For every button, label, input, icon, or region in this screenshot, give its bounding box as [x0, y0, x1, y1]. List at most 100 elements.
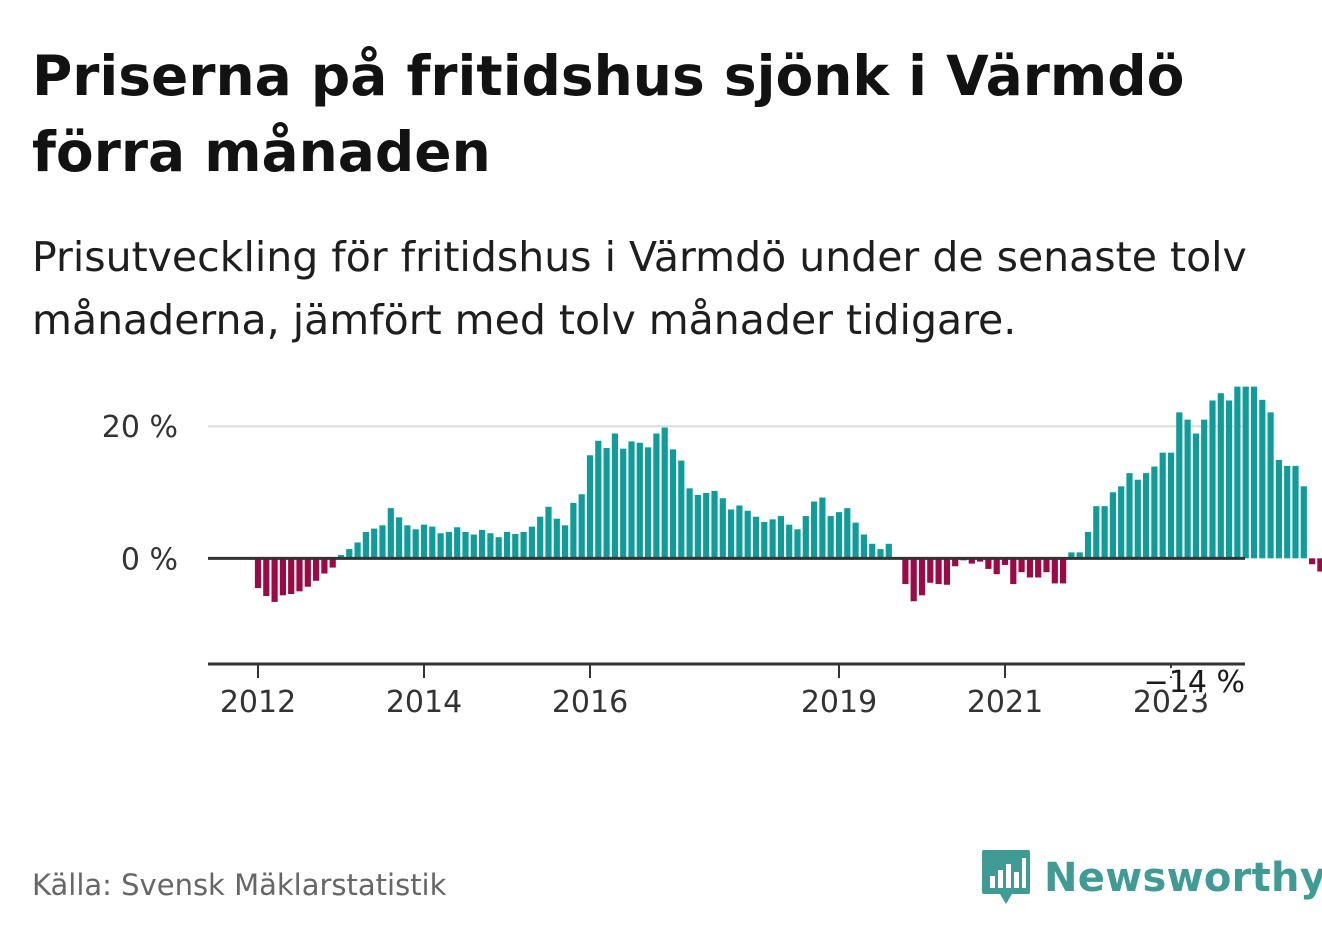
bar [404, 525, 411, 559]
bars [254, 386, 1322, 602]
bar [985, 558, 992, 569]
bar [811, 501, 818, 559]
bar [852, 522, 859, 559]
bar [263, 558, 270, 596]
bar [1068, 552, 1075, 559]
bar [296, 558, 303, 592]
y-tick-label: 0 % [121, 542, 178, 577]
bar-chart: 0 % 20 % 2012 2014 2016 2019 2021 2023−14 % [102, 386, 1322, 720]
bar [1292, 465, 1299, 559]
bar [935, 558, 942, 585]
bar [1242, 386, 1249, 559]
bar [736, 505, 743, 559]
bar [346, 549, 353, 559]
bar [1267, 412, 1274, 559]
bar [1184, 419, 1191, 559]
bar [827, 516, 834, 559]
bar [288, 558, 295, 594]
bar [454, 527, 461, 559]
bar [653, 433, 660, 559]
bar [902, 558, 909, 585]
bar [1317, 558, 1322, 572]
bar [761, 522, 768, 559]
bar [744, 510, 751, 559]
bar [362, 531, 369, 559]
bar [1043, 558, 1050, 573]
bar [371, 528, 378, 559]
bar [570, 502, 577, 559]
bar [1234, 386, 1241, 559]
bar [769, 519, 776, 559]
bar [429, 526, 436, 559]
bar [703, 492, 710, 559]
bar [1250, 386, 1258, 559]
bar [628, 441, 635, 559]
bar [918, 558, 926, 596]
x-tick-label: 2019 [801, 685, 877, 720]
bar [1275, 459, 1282, 559]
bar [313, 558, 320, 581]
bar [993, 558, 1000, 575]
brand-logo: Newsworthy [980, 848, 1322, 908]
bar [1035, 558, 1042, 578]
bar [503, 531, 511, 559]
bar [595, 440, 602, 559]
bar [512, 533, 519, 559]
bar [1309, 558, 1316, 565]
bar [620, 448, 627, 559]
bar [520, 531, 527, 559]
bar [545, 506, 552, 559]
bar [562, 525, 569, 559]
x-tick-label: 2021 [967, 685, 1043, 720]
bar [877, 549, 884, 559]
bar [645, 447, 652, 559]
bar [819, 497, 826, 559]
bar [860, 534, 867, 559]
bar [1201, 419, 1208, 559]
x-tick-label: 2014 [386, 685, 462, 720]
bar [271, 558, 278, 602]
bar [387, 508, 394, 559]
bar [603, 448, 610, 559]
bar [678, 460, 685, 559]
bar [943, 558, 950, 585]
bar [1134, 479, 1141, 559]
bar [1167, 452, 1175, 559]
bar [329, 558, 336, 568]
bar [495, 537, 502, 559]
bar [1060, 558, 1067, 584]
bar [1126, 473, 1133, 559]
bar [686, 488, 693, 559]
x-tick-label: 2023 [1133, 685, 1209, 720]
bar [396, 517, 403, 559]
last-value-label: −14 % [1144, 665, 1245, 700]
bar [669, 449, 677, 559]
bar [1176, 412, 1183, 559]
bar [1093, 506, 1100, 559]
bar [1084, 531, 1092, 559]
bar [1026, 558, 1033, 578]
bar [412, 529, 419, 559]
bar [910, 558, 917, 602]
bar [661, 427, 668, 559]
bar [1143, 473, 1150, 559]
bar [968, 558, 975, 564]
bar [636, 442, 643, 559]
bar [752, 516, 760, 559]
bar [1300, 486, 1307, 559]
bar [354, 542, 361, 559]
bar [528, 526, 535, 559]
bar [1010, 558, 1017, 585]
bar [1018, 558, 1025, 573]
bar [1159, 452, 1166, 559]
bar [952, 558, 959, 567]
bar [1001, 558, 1009, 565]
bar [885, 543, 892, 559]
bar [437, 533, 444, 559]
y-tick-label: 20 % [102, 410, 178, 445]
bar [479, 529, 486, 559]
bar [379, 525, 386, 559]
bar [719, 498, 726, 559]
labels: 0 % 20 % 2012 2014 2016 2019 2021 2023−14 % [102, 410, 1248, 720]
bar [844, 508, 851, 559]
